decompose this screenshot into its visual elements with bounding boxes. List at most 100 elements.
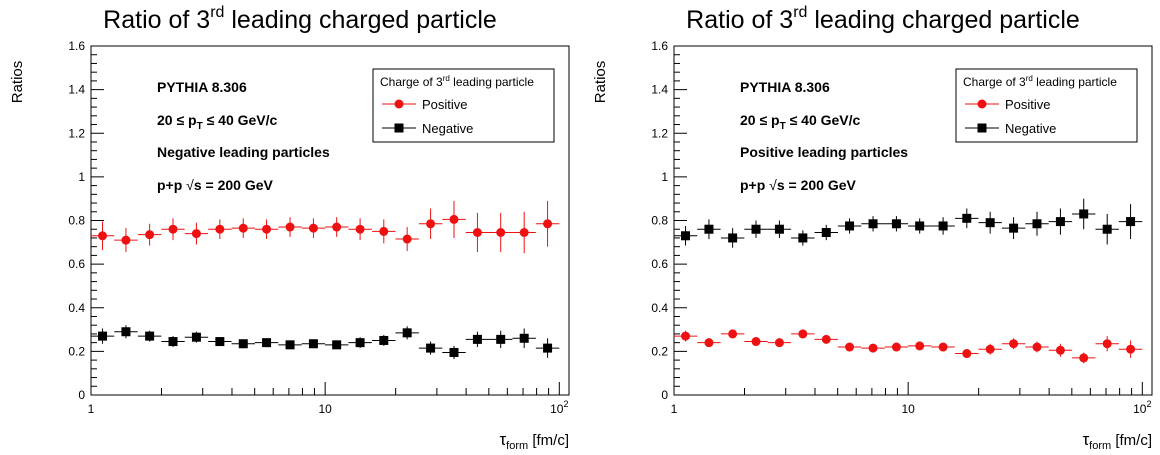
data-point [535, 200, 560, 247]
y-tick-label: 0.4 [68, 301, 85, 315]
data-point [254, 338, 279, 348]
marker-square [145, 331, 155, 341]
marker-circle [821, 334, 831, 344]
chart-title-text-end: leading charged particle [807, 6, 1079, 34]
marker-circle [1032, 342, 1042, 352]
y-tick-label: 1.2 [651, 126, 668, 140]
data-point [90, 328, 115, 344]
left-chart-panel: Ratio of 3rd leading charged particle00.… [9, 4, 570, 452]
x-tick-label: 10 [318, 402, 332, 416]
x-tick-label-exponent: 2 [1146, 399, 1151, 409]
data-point [324, 340, 349, 350]
data-point [907, 218, 932, 234]
data-point [418, 208, 443, 240]
data-point [861, 216, 885, 232]
data-point [744, 220, 768, 238]
y-tick-label: 0.6 [651, 257, 668, 271]
data-point [161, 218, 185, 241]
data-point [1118, 340, 1143, 358]
marker-circle [751, 337, 761, 347]
annotation-system: p+p √s = 200 GeV [157, 177, 274, 193]
marker-circle [426, 219, 436, 229]
data-point [907, 341, 932, 351]
x-axis-label-unit: [fm/c] [1111, 432, 1152, 449]
data-point [488, 212, 513, 253]
data-point [324, 217, 349, 237]
marker-circle [891, 342, 901, 352]
data-point [278, 217, 302, 237]
data-point [744, 337, 768, 347]
y-tick-label: 1.4 [68, 83, 85, 97]
marker-circle [285, 222, 295, 232]
legend-title-text-end: leading particle [450, 75, 534, 89]
series-positive [90, 200, 560, 254]
data-point [697, 338, 721, 348]
annotation-pt-range-start: 20 ≤ p [157, 112, 197, 128]
data-point [348, 337, 372, 349]
marker-square [519, 333, 529, 343]
data-point [814, 224, 838, 241]
y-tick-label: 1.6 [68, 39, 85, 53]
y-tick-label: 0.8 [651, 214, 668, 228]
legend-label: Negative [422, 121, 473, 136]
marker-circle [1079, 353, 1089, 363]
x-axis-label: τform [fm/c] [1082, 430, 1152, 452]
legend-marker-circle [394, 99, 404, 109]
marker-square [1102, 224, 1112, 234]
marker-circle [402, 234, 412, 244]
data-point [1048, 208, 1073, 235]
data-point [978, 211, 1002, 234]
x-tick-label-base: 10 [318, 402, 332, 416]
x-axis-label: τform [fm/c] [499, 430, 569, 452]
y-tick-label: 1.6 [651, 39, 668, 53]
marker-square [1009, 223, 1019, 233]
x-tick-label: 102 [550, 399, 568, 416]
y-tick-label: 1 [78, 170, 85, 184]
x-tick-label-base: 1 [671, 402, 678, 416]
data-point [442, 345, 466, 360]
marker-circle [332, 222, 342, 232]
data-point [1095, 336, 1119, 352]
chart-title-superscript: rd [793, 4, 807, 21]
annotation-system: p+p √s = 200 GeV [740, 177, 857, 193]
x-axis-label-subscript: form [1089, 440, 1111, 452]
data-point [1025, 211, 1049, 236]
legend-title: Charge of 3rd leading particle [963, 74, 1117, 89]
data-point [114, 228, 138, 253]
data-point [884, 216, 909, 232]
x-tick-label: 1 [88, 402, 95, 416]
legend-title-text-end: leading particle [1033, 75, 1117, 89]
y-tick-label: 0 [661, 388, 668, 402]
data-point [208, 337, 232, 347]
data-point [348, 218, 372, 241]
marker-circle [308, 223, 318, 233]
marker-circle [215, 224, 225, 234]
annotation-system-s: s [194, 177, 202, 193]
annotation-pt-range-subscript: T [197, 121, 203, 132]
data-point [978, 343, 1002, 355]
marker-square [962, 213, 972, 223]
data-point [512, 211, 536, 254]
data-point [535, 338, 560, 358]
y-tick-label: 0 [78, 388, 85, 402]
y-tick-label: 1.4 [651, 83, 668, 97]
annotation-generator: PYTHIA 8.306 [157, 79, 247, 95]
y-tick-label: 0.6 [68, 257, 85, 271]
data-point [512, 328, 536, 349]
marker-circle [868, 343, 878, 353]
series-negative [673, 198, 1143, 248]
data-point [697, 219, 721, 240]
data-point [254, 219, 279, 240]
data-point [1095, 213, 1119, 245]
x-tick-label-base: 10 [550, 402, 564, 416]
data-point [1118, 204, 1143, 240]
data-point [884, 342, 909, 352]
y-tick-label: 1.2 [68, 126, 85, 140]
marker-square [985, 218, 995, 228]
data-point [488, 330, 513, 349]
legend: Charge of 3rd leading particle Positive Ne… [955, 68, 1138, 143]
marker-square [821, 227, 831, 237]
x-tick-label: 10 [901, 402, 915, 416]
marker-square [121, 327, 131, 337]
marker-circle [798, 329, 808, 339]
